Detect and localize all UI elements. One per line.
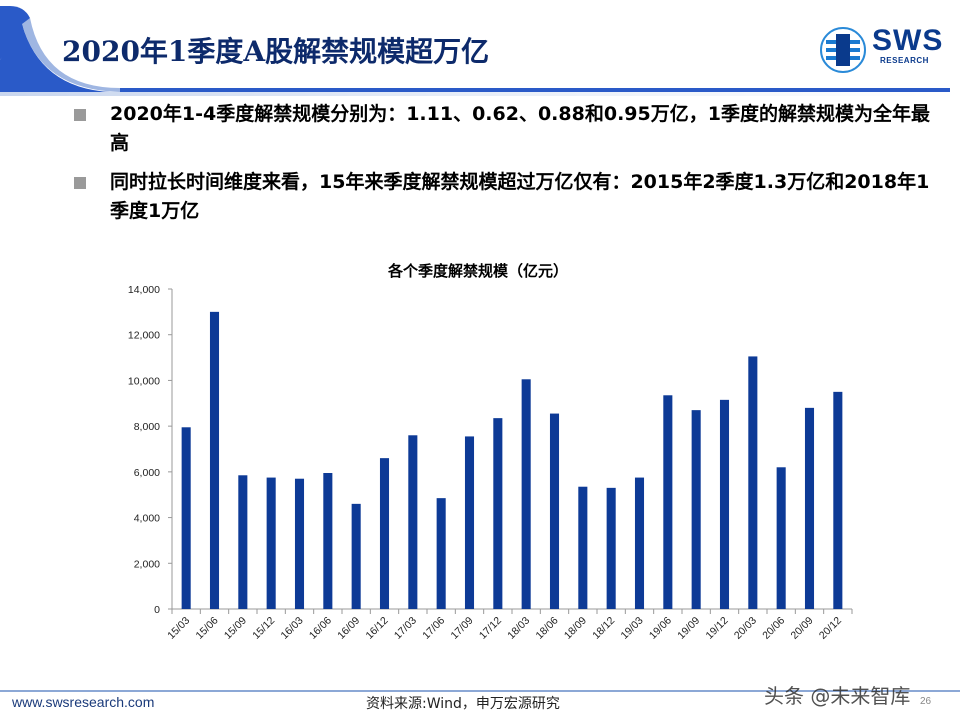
x-tick-label: 16/06 xyxy=(307,615,334,642)
x-tick-label: 15/12 xyxy=(250,615,277,642)
chart-axes xyxy=(168,288,853,614)
bar-20-09 xyxy=(804,407,815,609)
x-tick-label: 15/09 xyxy=(222,615,249,642)
y-tick-label: 2,000 xyxy=(134,558,160,570)
bar-16-12 xyxy=(379,458,390,609)
bar-15-03 xyxy=(181,427,191,609)
watermark: 头条 @未来智库 xyxy=(764,684,911,708)
x-tick-label: 17/06 xyxy=(420,615,447,642)
bar-20-12 xyxy=(833,391,843,609)
y-tick-label: 4,000 xyxy=(134,513,160,525)
x-tick-label: 19/12 xyxy=(704,615,731,642)
x-tick-label: 18/06 xyxy=(534,615,561,642)
bar-16-09 xyxy=(351,503,361,609)
logo-text: SWS xyxy=(872,24,944,57)
x-tick-label: 18/12 xyxy=(590,615,617,642)
footer-url-link[interactable]: www.swsresearch.com xyxy=(12,694,155,710)
bullet-square-icon xyxy=(74,109,86,121)
x-tick-label: 19/09 xyxy=(675,615,702,642)
x-tick-label: 16/09 xyxy=(335,615,362,642)
x-tick-label: 18/09 xyxy=(562,615,589,642)
x-tick-label: 19/03 xyxy=(619,615,646,642)
chart-title: 各个季度解禁规模（亿元） xyxy=(387,262,568,280)
bar-17-03 xyxy=(408,435,418,609)
bar-19-06 xyxy=(663,395,673,609)
x-tick-label: 17/12 xyxy=(477,615,504,642)
y-tick-labels: 0 2,000 4,000 6,000 8,000 10,000 12,000 14,000 xyxy=(128,284,160,616)
x-tick-label: 19/06 xyxy=(647,615,674,642)
bar-16-03 xyxy=(294,478,305,609)
y-tick-label: 12,000 xyxy=(128,330,160,342)
sws-logo-icon xyxy=(820,27,866,73)
x-tick-label: 16/12 xyxy=(364,615,391,642)
x-tick-labels: 15/03 15/06 15/09 15/12 16/03 16/06 16/09 16/12… xyxy=(165,615,844,642)
bar-20-06 xyxy=(776,467,786,609)
x-tick-label: 17/09 xyxy=(449,615,476,642)
bar-20-03 xyxy=(748,356,758,609)
bar-15-09 xyxy=(238,475,248,609)
y-tick-label: 6,000 xyxy=(134,467,160,479)
x-tick-label: 17/03 xyxy=(392,615,419,642)
x-tick-label: 20/09 xyxy=(789,615,816,642)
bar-18-03 xyxy=(521,379,531,609)
bar-16-06 xyxy=(323,473,333,609)
chart-bars xyxy=(181,311,843,609)
bar-18-09 xyxy=(578,486,588,609)
bar-15-12 xyxy=(266,477,276,609)
x-tick-label: 18/03 xyxy=(505,615,532,642)
y-tick-label: 8,000 xyxy=(134,421,160,433)
bar-19-12 xyxy=(719,399,730,609)
x-tick-label: 20/12 xyxy=(817,615,844,642)
title-bar: 2020年1季度A股解禁规模超万亿 SWS RESEARCH xyxy=(0,0,960,100)
logo-subtext: RESEARCH xyxy=(880,56,929,65)
bar-19-03 xyxy=(634,477,645,609)
y-tick-label: 10,000 xyxy=(128,375,160,387)
y-tick-label: 14,000 xyxy=(128,284,160,296)
bar-17-09 xyxy=(464,436,475,609)
bar-17-06 xyxy=(436,498,446,609)
x-tick-label: 15/03 xyxy=(165,615,192,642)
x-tick-label: 20/03 xyxy=(732,615,759,642)
footer-divider xyxy=(0,690,960,692)
x-tick-label: 15/06 xyxy=(194,615,221,642)
bar-15-06 xyxy=(209,311,220,609)
x-tick-label: 16/03 xyxy=(279,615,306,642)
bullet-square-icon xyxy=(74,177,86,189)
y-tick-label: 0 xyxy=(154,604,160,616)
slide-title: 2020年1季度A股解禁规模超万亿 xyxy=(62,35,490,68)
bar-17-12 xyxy=(493,418,503,609)
x-tick-label: 20/06 xyxy=(760,615,787,642)
bullet-text: 同时拉长时间维度来看，15年来季度解禁规模超过万亿仅有：2015年2季度1.3万… xyxy=(110,171,930,222)
bar-18-06 xyxy=(549,413,560,609)
bullet-text: 2020年1-4季度解禁规模分别为：1.11、0.62、0.88和0.95万亿，… xyxy=(110,103,930,154)
bar-19-09 xyxy=(691,410,701,609)
bar-18-12 xyxy=(606,487,616,609)
bar-chart: 各个季度解禁规模（亿元） 0 2,000 4,000 6,000 8,000 10,000… xyxy=(128,262,853,642)
page-number: 26 xyxy=(920,696,932,707)
title-bar-background xyxy=(0,0,960,96)
source-note: 资料来源:Wind，申万宏源研究 xyxy=(366,696,560,712)
